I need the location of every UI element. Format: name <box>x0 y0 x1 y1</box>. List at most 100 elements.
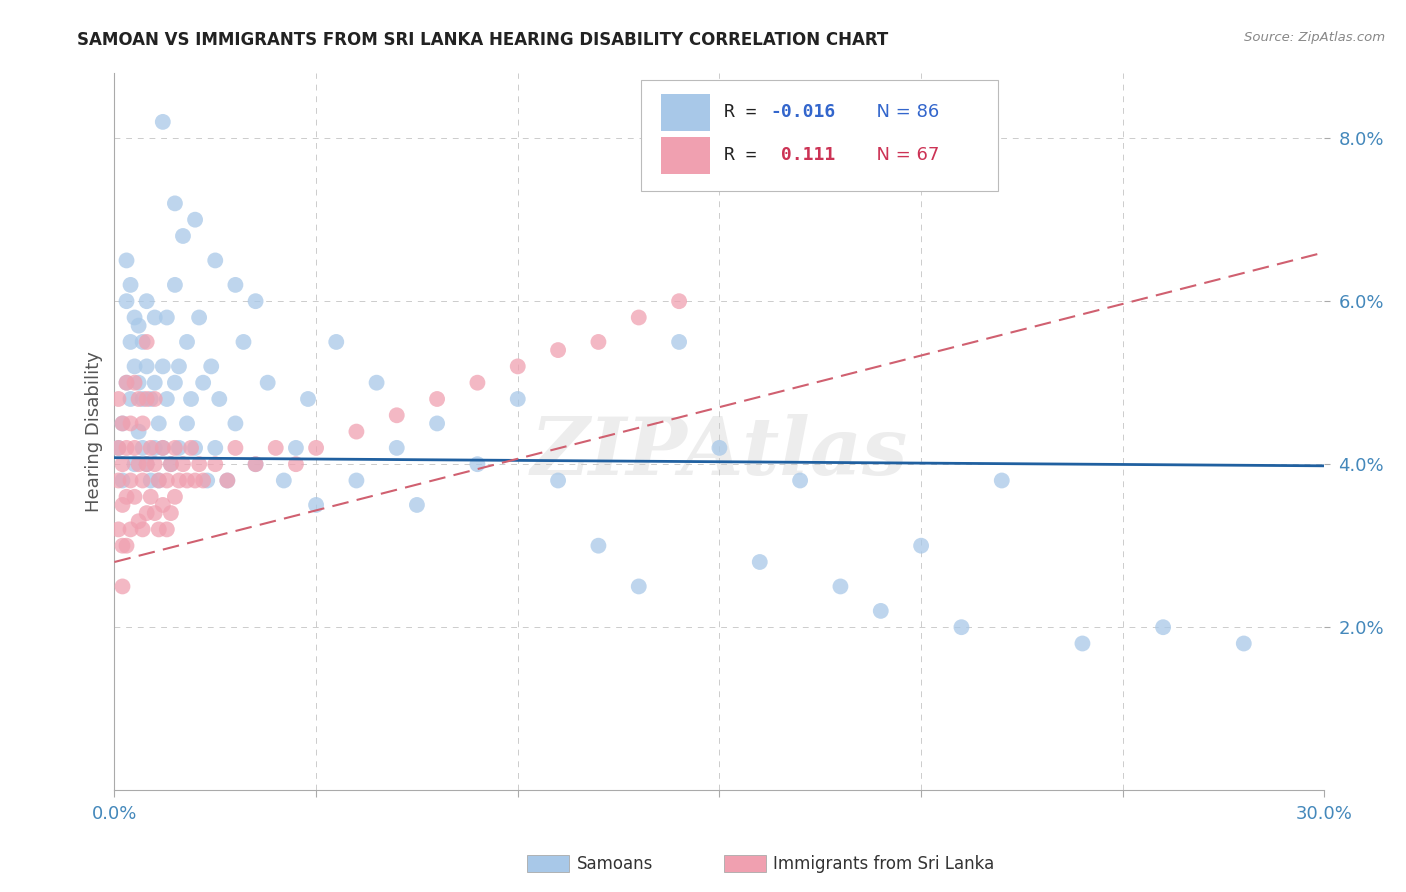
Point <box>385 409 408 423</box>
Point <box>191 376 214 390</box>
Point <box>135 392 157 406</box>
Text: ZIPAtlas: ZIPAtlas <box>530 415 908 491</box>
Point <box>115 376 138 390</box>
Point <box>188 457 211 471</box>
Point <box>139 441 162 455</box>
Point <box>1071 636 1094 650</box>
Point <box>200 359 222 374</box>
Point <box>385 441 408 455</box>
Point <box>163 376 186 390</box>
Point <box>426 417 449 431</box>
Point <box>547 474 569 488</box>
Point <box>245 457 267 471</box>
Point <box>115 294 138 309</box>
Point <box>107 441 129 455</box>
Point <box>163 277 186 292</box>
Text: SAMOAN VS IMMIGRANTS FROM SRI LANKA HEARING DISABILITY CORRELATION CHART: SAMOAN VS IMMIGRANTS FROM SRI LANKA HEAR… <box>77 31 889 49</box>
Y-axis label: Hearing Disability: Hearing Disability <box>86 351 103 512</box>
Point <box>188 310 211 325</box>
Point <box>143 457 166 471</box>
Point <box>208 392 231 406</box>
Point <box>156 392 179 406</box>
Point <box>131 474 153 488</box>
Point <box>172 229 194 244</box>
Point <box>224 441 246 455</box>
Point <box>128 514 150 528</box>
Point <box>143 376 166 390</box>
Point <box>204 457 226 471</box>
Point <box>506 392 529 406</box>
Point <box>152 441 174 455</box>
Point <box>111 474 134 488</box>
Point <box>128 376 150 390</box>
Point <box>180 392 202 406</box>
Point <box>325 334 347 349</box>
Point <box>128 392 150 406</box>
Point <box>156 522 179 536</box>
Point <box>148 522 170 536</box>
Point <box>160 506 183 520</box>
Point <box>217 474 239 488</box>
Point <box>627 310 650 325</box>
Point <box>176 334 198 349</box>
Point <box>163 441 186 455</box>
Point <box>232 334 254 349</box>
Point <box>111 457 134 471</box>
Point <box>1233 636 1256 650</box>
Point <box>172 457 194 471</box>
Point <box>305 498 328 512</box>
Point <box>167 474 190 488</box>
Point <box>124 490 146 504</box>
Point <box>547 343 569 357</box>
Point <box>143 506 166 520</box>
Point <box>869 604 891 618</box>
Point <box>124 310 146 325</box>
Point <box>344 425 367 439</box>
Point <box>184 441 207 455</box>
Point <box>366 376 388 390</box>
Point <box>284 441 307 455</box>
Text: -0.016: -0.016 <box>770 103 835 121</box>
Point <box>195 474 218 488</box>
Point <box>128 457 150 471</box>
Point <box>256 376 278 390</box>
Point <box>156 310 179 325</box>
Point <box>297 392 319 406</box>
Point <box>217 474 239 488</box>
Point <box>120 334 142 349</box>
Text: Immigrants from Sri Lanka: Immigrants from Sri Lanka <box>773 855 994 873</box>
FancyBboxPatch shape <box>661 136 710 174</box>
FancyBboxPatch shape <box>641 80 998 191</box>
Point <box>156 474 179 488</box>
Point <box>139 392 162 406</box>
Point <box>160 457 183 471</box>
Text: N = 67: N = 67 <box>865 146 939 164</box>
Point <box>184 474 207 488</box>
Point <box>120 522 142 536</box>
Point <box>135 334 157 349</box>
Point <box>139 474 162 488</box>
Point <box>152 359 174 374</box>
Point <box>426 392 449 406</box>
Point <box>406 498 429 512</box>
Point <box>167 441 190 455</box>
Point <box>588 334 610 349</box>
Text: Source: ZipAtlas.com: Source: ZipAtlas.com <box>1244 31 1385 45</box>
Point <box>131 334 153 349</box>
Point <box>245 457 267 471</box>
Point <box>204 253 226 268</box>
Point <box>115 441 138 455</box>
Point <box>668 294 690 309</box>
Point <box>111 417 134 431</box>
Point <box>163 490 186 504</box>
Point <box>107 441 129 455</box>
Point <box>506 359 529 374</box>
Point <box>991 474 1014 488</box>
Text: Samoans: Samoans <box>576 855 652 873</box>
Point <box>224 277 246 292</box>
Point <box>152 115 174 129</box>
Point <box>111 498 134 512</box>
Point <box>148 417 170 431</box>
Point <box>111 417 134 431</box>
Point <box>115 539 138 553</box>
